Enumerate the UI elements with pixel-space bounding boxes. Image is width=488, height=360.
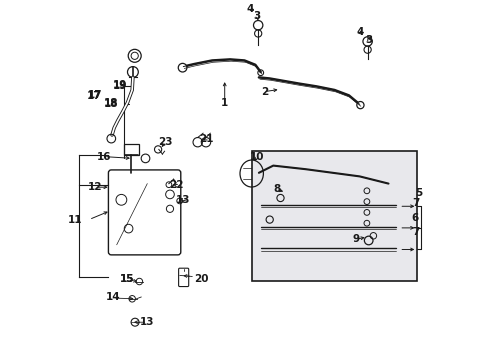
Text: 18: 18	[103, 99, 118, 109]
Text: 18: 18	[104, 98, 118, 108]
Text: 22: 22	[168, 180, 183, 190]
Text: 21: 21	[199, 134, 214, 144]
Text: 10: 10	[249, 152, 264, 162]
Text: 15: 15	[120, 274, 135, 284]
Text: 6: 6	[411, 213, 418, 223]
Text: 19: 19	[113, 80, 127, 90]
Circle shape	[178, 63, 186, 72]
Bar	[123, 144, 139, 155]
Text: 2: 2	[260, 87, 267, 97]
Text: 14: 14	[105, 292, 120, 302]
Text: 17: 17	[88, 90, 102, 100]
Text: 19: 19	[112, 81, 126, 91]
Text: 16: 16	[97, 152, 111, 162]
Text: 5: 5	[415, 188, 422, 198]
Text: 7: 7	[411, 198, 418, 208]
Text: 23: 23	[158, 137, 172, 147]
Text: 15: 15	[120, 274, 135, 284]
Bar	[251, 151, 416, 281]
Text: 9: 9	[352, 234, 359, 244]
Text: 3: 3	[253, 11, 260, 21]
Text: 4: 4	[355, 27, 363, 37]
Text: 11: 11	[68, 215, 82, 225]
Text: 4: 4	[246, 4, 253, 14]
Text: 17: 17	[86, 91, 101, 102]
Text: 8: 8	[273, 184, 280, 194]
Text: 13: 13	[140, 317, 154, 327]
Text: 12: 12	[88, 182, 102, 192]
Text: 7: 7	[411, 227, 418, 237]
Text: 3: 3	[365, 35, 371, 45]
Circle shape	[356, 102, 363, 109]
Text: 1: 1	[221, 98, 228, 108]
Text: 13: 13	[176, 195, 190, 205]
Text: 20: 20	[194, 274, 208, 284]
